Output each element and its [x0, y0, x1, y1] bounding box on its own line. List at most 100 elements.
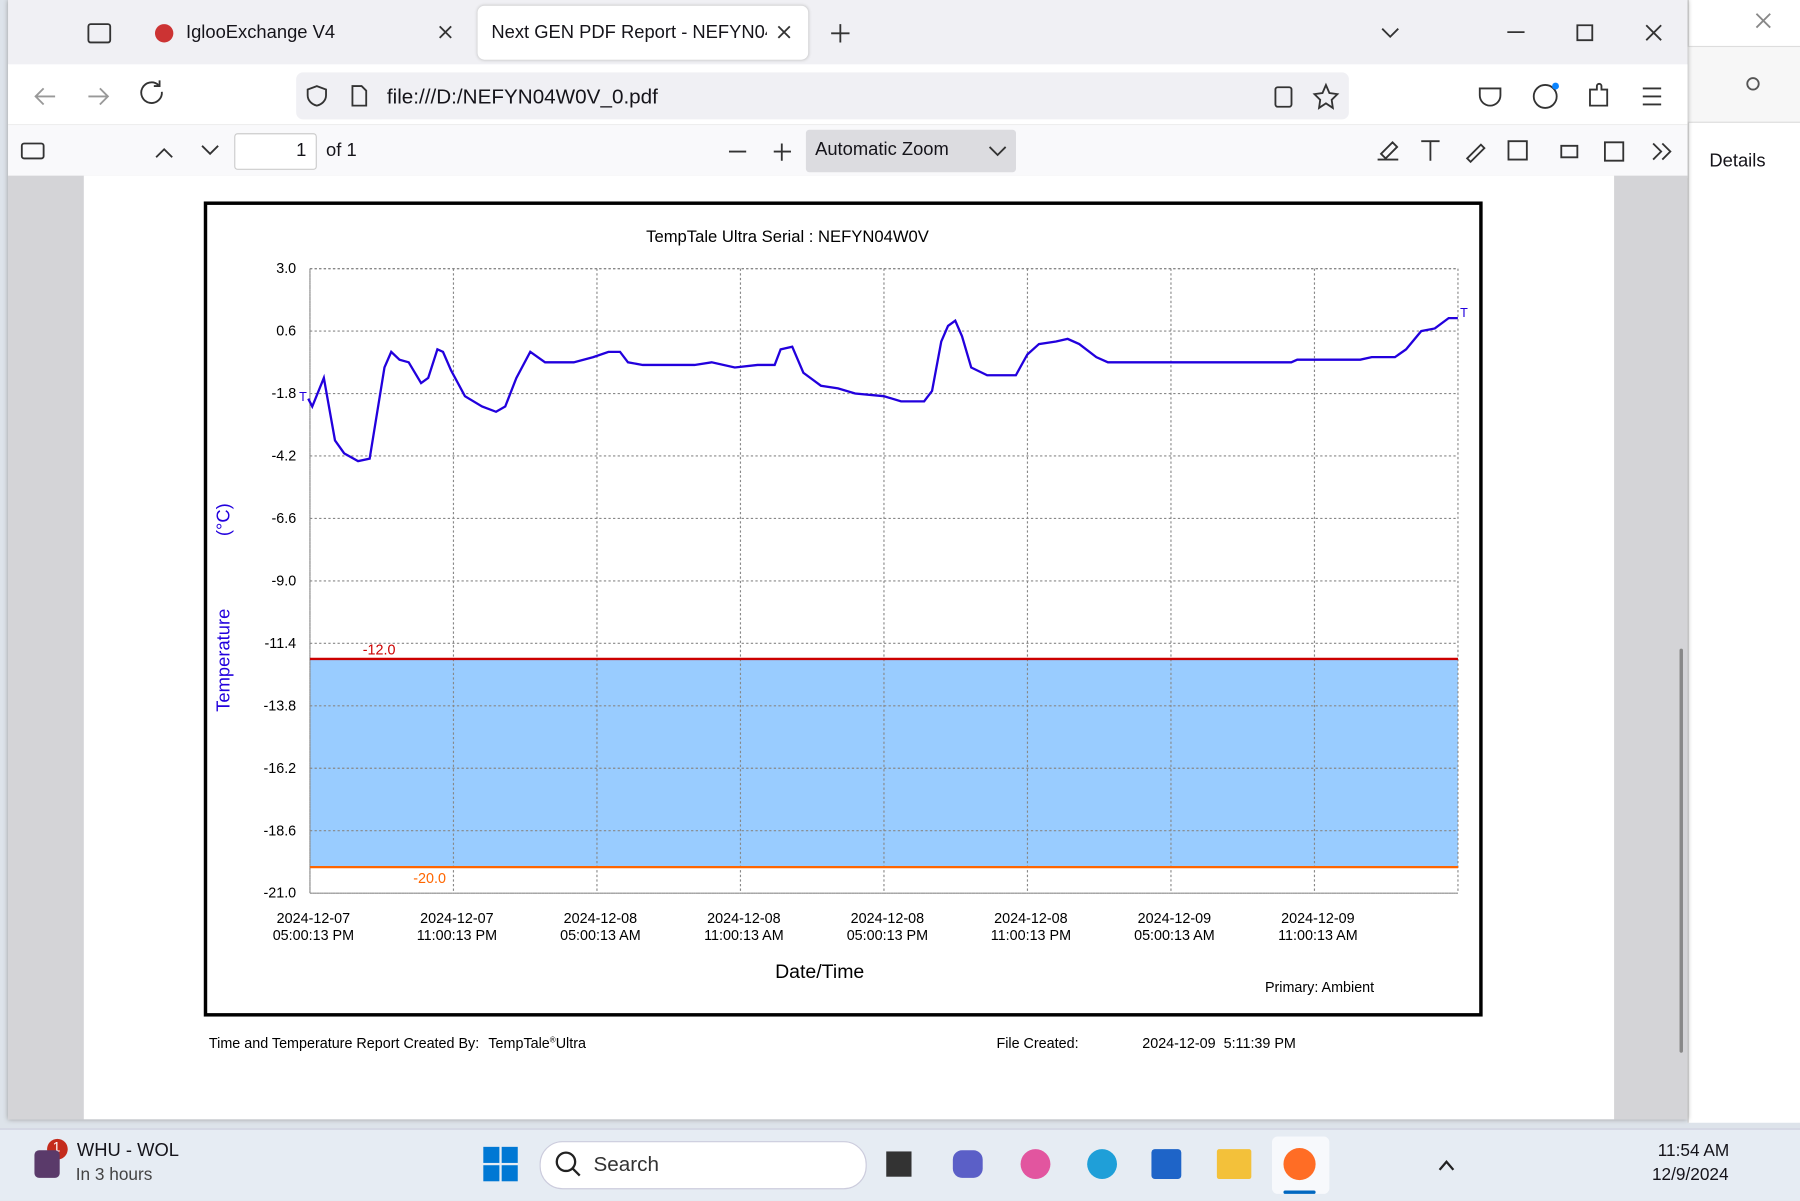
footer-mark: ® — [550, 1035, 556, 1044]
menu[interactable] — [1642, 87, 1662, 106]
active-tab[interactable] — [477, 5, 809, 60]
start-marker: T — [299, 390, 307, 404]
chart-note: Primary: Ambient — [1265, 980, 1374, 996]
x-tick-label-box: 2024-12-09 11:00:13 AM — [1278, 910, 1358, 944]
search-placeholder[interactable]: Search — [593, 1152, 660, 1176]
footer-file-label: File Created: — [996, 1036, 1078, 1052]
start-button[interactable] — [483, 1146, 518, 1182]
zoom-select[interactable] — [805, 129, 1016, 173]
notification-count: 1 — [52, 1138, 61, 1155]
y-axis-label: Temperature — [213, 609, 234, 712]
x-tick-label: 2024-12-08 11:00:13 AM — [704, 910, 784, 944]
temperature-line — [307, 316, 1458, 463]
x-tick-label: 2024-12-08 05:00:13 AM — [560, 910, 641, 944]
details-button[interactable]: Details — [1709, 151, 1766, 172]
url-bar[interactable] — [296, 72, 1349, 120]
x-tick-label: 2024-12-07 05:00:13 PM — [272, 910, 355, 944]
reader-icon[interactable] — [1274, 86, 1293, 108]
chart-title: TempTale Ultra Serial : NEFYN04W0V — [646, 227, 930, 246]
y-tick-label: -21.0 — [263, 886, 296, 902]
app-icon[interactable] — [952, 1150, 983, 1178]
y-tick-label: -16.2 — [263, 761, 296, 777]
threshold-band — [309, 658, 1458, 868]
page-number[interactable]: 1 — [296, 141, 307, 161]
y-tick-label: -13.8 — [263, 698, 296, 714]
event-time[interactable]: In 3 hours — [75, 1165, 153, 1185]
window-controls[interactable] — [439, 24, 1662, 43]
taskbar-icons — [555, 1136, 1455, 1194]
x-tick-label-box: 2024-12-08 11:00:13 AM — [704, 910, 784, 944]
y-tick-label: -1.8 — [271, 386, 296, 402]
favicon — [154, 24, 174, 43]
y-tick-label: -11.4 — [265, 636, 297, 652]
y-tick-label: 3.0 — [276, 261, 296, 277]
x-tick-label: 2024-12-09 11:00:13 AM — [1278, 910, 1358, 944]
tray-chevron[interactable] — [1438, 1160, 1455, 1171]
background-window — [1687, 0, 1800, 1123]
x-tick-label-box: 2024-12-07 11:00:13 PM — [416, 910, 498, 944]
extensions[interactable] — [1589, 82, 1609, 107]
footer-suffix: Ultra — [556, 1036, 586, 1052]
y-tick-label: 0.6 — [276, 324, 296, 340]
y-axis-unit: (°C) — [213, 503, 234, 536]
pocket[interactable] — [1478, 87, 1502, 107]
x-axis-label: Date/Time — [775, 961, 864, 983]
threshold-label: -20.0 — [413, 871, 446, 887]
x-tick-label: 2024-12-07 11:00:13 PM — [416, 910, 498, 944]
y-tick-label: -4.2 — [271, 449, 296, 465]
clock-time[interactable]: 11:54 AM — [1657, 1141, 1730, 1161]
x-tick-label-box: 2024-12-07 05:00:13 PM — [272, 910, 355, 944]
search-icon — [555, 1151, 577, 1173]
page-count: of 1 — [326, 141, 357, 161]
footer-product: TempTale — [488, 1036, 549, 1052]
bg-close[interactable] — [1755, 13, 1771, 29]
x-tick-label: 2024-12-08 05:00:13 PM — [846, 910, 929, 944]
x-tick-label-box: 2024-12-08 05:00:13 AM — [560, 910, 641, 944]
page-icon — [351, 85, 368, 107]
app-icon[interactable] — [1216, 1149, 1252, 1179]
chart-frame — [203, 201, 1483, 1017]
page-number-input[interactable] — [234, 133, 317, 170]
background-window-toolbar — [1687, 45, 1800, 123]
shield — [306, 85, 327, 107]
pdf-controls[interactable] — [155, 142, 1672, 161]
app-icon[interactable] — [886, 1151, 912, 1177]
reload[interactable] — [140, 80, 163, 104]
sidebar-toggle[interactable] — [20, 142, 45, 160]
calendar-icon — [34, 1150, 60, 1178]
tab-title[interactable]: Next GEN PDF Report - NEFYN04W — [491, 22, 767, 43]
tab-title[interactable]: IglooExchange V4 — [185, 22, 336, 43]
app-icon[interactable] — [1283, 1148, 1316, 1181]
footer-file-date: 2024-12-09 5:11:39 PM — [1142, 1036, 1296, 1052]
bg-search[interactable] — [1746, 77, 1760, 91]
zoom-value[interactable]: Automatic Zoom — [815, 140, 949, 160]
end-marker: T — [1460, 306, 1468, 320]
tab-list-icon[interactable] — [87, 23, 112, 44]
annotation-tools[interactable] — [1377, 140, 1625, 164]
x-tick-label: 2024-12-08 11:00:13 PM — [990, 910, 1072, 944]
app-icon[interactable] — [1020, 1149, 1051, 1179]
app-icon[interactable] — [1151, 1149, 1182, 1179]
footer-created-by: Time and Temperature Report Created By: T… — [209, 1035, 586, 1052]
search-box[interactable] — [539, 1141, 867, 1190]
url[interactable]: file:///D:/NEFYN04W0V_0.pdf — [386, 84, 658, 108]
threshold-label: -12.0 — [363, 642, 396, 658]
footer-text: Time and Temperature Report Created By: — [209, 1036, 479, 1052]
x-tick-label-box: 2024-12-08 11:00:13 PM — [990, 910, 1072, 944]
y-tick-label: -9.0 — [271, 573, 296, 589]
x-tick-label-box: 2024-12-09 05:00:13 AM — [1134, 910, 1215, 944]
y-tick-label: -18.6 — [263, 823, 296, 839]
nav-arrows[interactable] — [34, 87, 110, 106]
pdf-page — [83, 175, 1615, 1120]
bookmark[interactable] — [1312, 82, 1340, 110]
clock-date[interactable]: 12/9/2024 — [1651, 1165, 1729, 1185]
y-tick-label: -6.6 — [271, 511, 296, 527]
x-tick-label: 2024-12-09 05:00:13 AM — [1134, 910, 1215, 944]
account[interactable] — [1532, 84, 1558, 109]
chrome-icons — [20, 13, 1771, 164]
event-title[interactable]: WHU - WOL — [76, 1141, 179, 1161]
app-icon[interactable] — [1087, 1149, 1118, 1179]
